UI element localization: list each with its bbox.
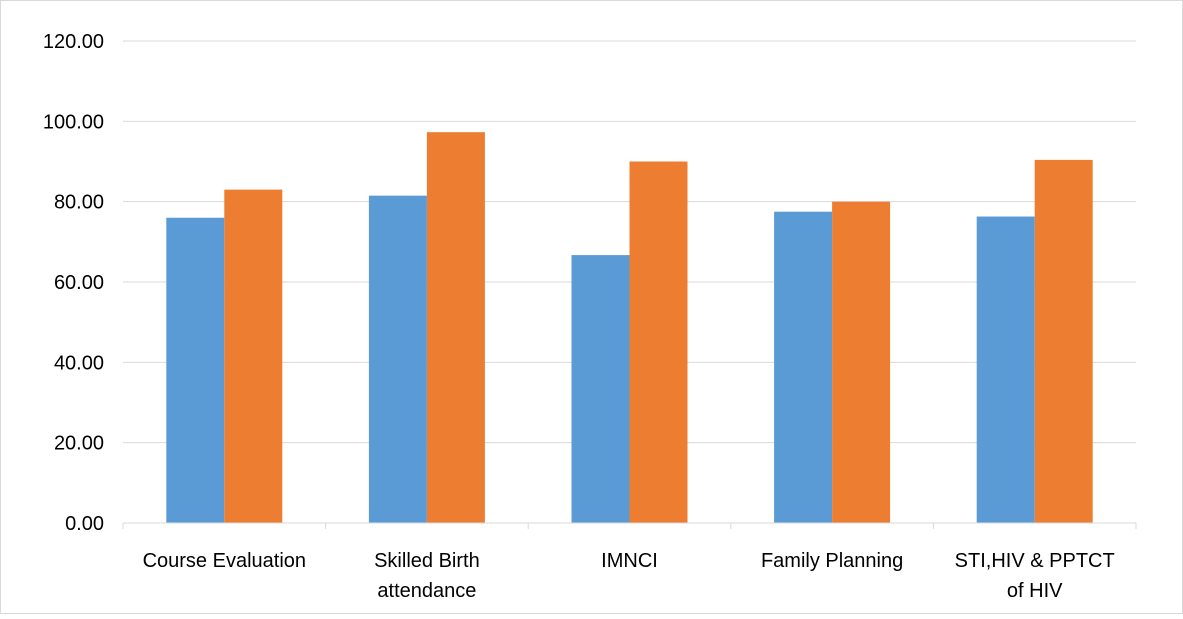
x-tick-label: IMNCI — [601, 550, 658, 572]
x-tick-label: Family Planning — [761, 550, 903, 572]
bar-series-2-category-2 — [426, 132, 485, 523]
x-tick-label: Skilled Birth attendance — [374, 550, 480, 602]
bar-series-1-category-4 — [774, 211, 833, 524]
y-tick-label: 40.00 — [54, 352, 104, 374]
axes — [122, 522, 1137, 529]
x-tick-label: Course Evaluation — [143, 550, 306, 572]
bar-series-2-category-1 — [224, 189, 283, 523]
bar-series-1-category-2 — [368, 195, 427, 523]
x-tick-label: STI,HIV & PPTCT of HIV — [955, 550, 1115, 602]
bar-series-1-category-3 — [571, 255, 630, 524]
gridlines — [123, 40, 1136, 444]
y-tick-label: 60.00 — [54, 272, 104, 294]
bar-series-1-category-1 — [166, 217, 225, 523]
x-tick-labels: Course Evaluation Skilled Birth attendance… — [143, 550, 1115, 602]
y-tick-label: 120.00 — [43, 31, 104, 53]
bars — [166, 132, 1093, 524]
y-tick-label: 80.00 — [54, 192, 104, 214]
bar-series-2-category-3 — [629, 161, 688, 523]
bar-series-2-category-5 — [1034, 159, 1093, 524]
y-tick-label: 0.00 — [65, 513, 104, 535]
y-tick-label: 100.00 — [43, 111, 104, 133]
y-tick-label: 20.00 — [54, 433, 104, 455]
bar-series-1-category-5 — [976, 216, 1035, 524]
y-tick-labels: 0.00 20.00 40.00 60.00 80.00 100.00 120.00 — [43, 31, 104, 535]
bar-series-2-category-4 — [832, 201, 891, 523]
